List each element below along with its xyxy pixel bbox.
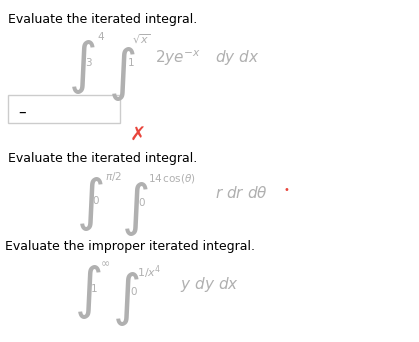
Text: $\sqrt{x}$: $\sqrt{x}$: [132, 33, 150, 46]
Text: 4: 4: [97, 32, 103, 42]
Text: 0: 0: [92, 196, 98, 206]
Text: 1: 1: [91, 284, 98, 294]
Text: $r\ dr\ d\theta$: $r\ dr\ d\theta$: [215, 185, 268, 201]
Text: $\pi/2$: $\pi/2$: [105, 170, 122, 183]
Text: $\int$: $\int$: [112, 270, 140, 328]
Text: $dy\ dx$: $dy\ dx$: [215, 48, 259, 67]
Text: $\int$: $\int$: [68, 38, 96, 96]
Text: $y\ dy\ dx$: $y\ dy\ dx$: [180, 275, 239, 294]
Text: Evaluate the iterated integral.: Evaluate the iterated integral.: [8, 152, 197, 165]
Text: 1: 1: [128, 58, 134, 68]
Text: •: •: [283, 185, 289, 195]
Text: 3: 3: [85, 58, 92, 68]
Text: $\infty$: $\infty$: [100, 258, 110, 268]
Text: ✗: ✗: [130, 126, 146, 145]
Text: $\int$: $\int$: [74, 263, 102, 321]
FancyBboxPatch shape: [8, 95, 120, 123]
Text: Evaluate the iterated integral.: Evaluate the iterated integral.: [8, 13, 197, 26]
Text: $\int$: $\int$: [121, 180, 149, 238]
Text: –: –: [18, 105, 26, 119]
Text: $\int$: $\int$: [76, 175, 104, 233]
Text: $2ye^{-x}$: $2ye^{-x}$: [155, 48, 201, 68]
Text: $14\,\cos(\theta)$: $14\,\cos(\theta)$: [148, 172, 196, 185]
Text: $1/x^4$: $1/x^4$: [137, 263, 161, 280]
Text: 0: 0: [130, 287, 137, 297]
Text: Evaluate the improper iterated integral.: Evaluate the improper iterated integral.: [5, 240, 255, 253]
Text: 0: 0: [138, 198, 145, 208]
Text: $\int$: $\int$: [108, 45, 136, 103]
